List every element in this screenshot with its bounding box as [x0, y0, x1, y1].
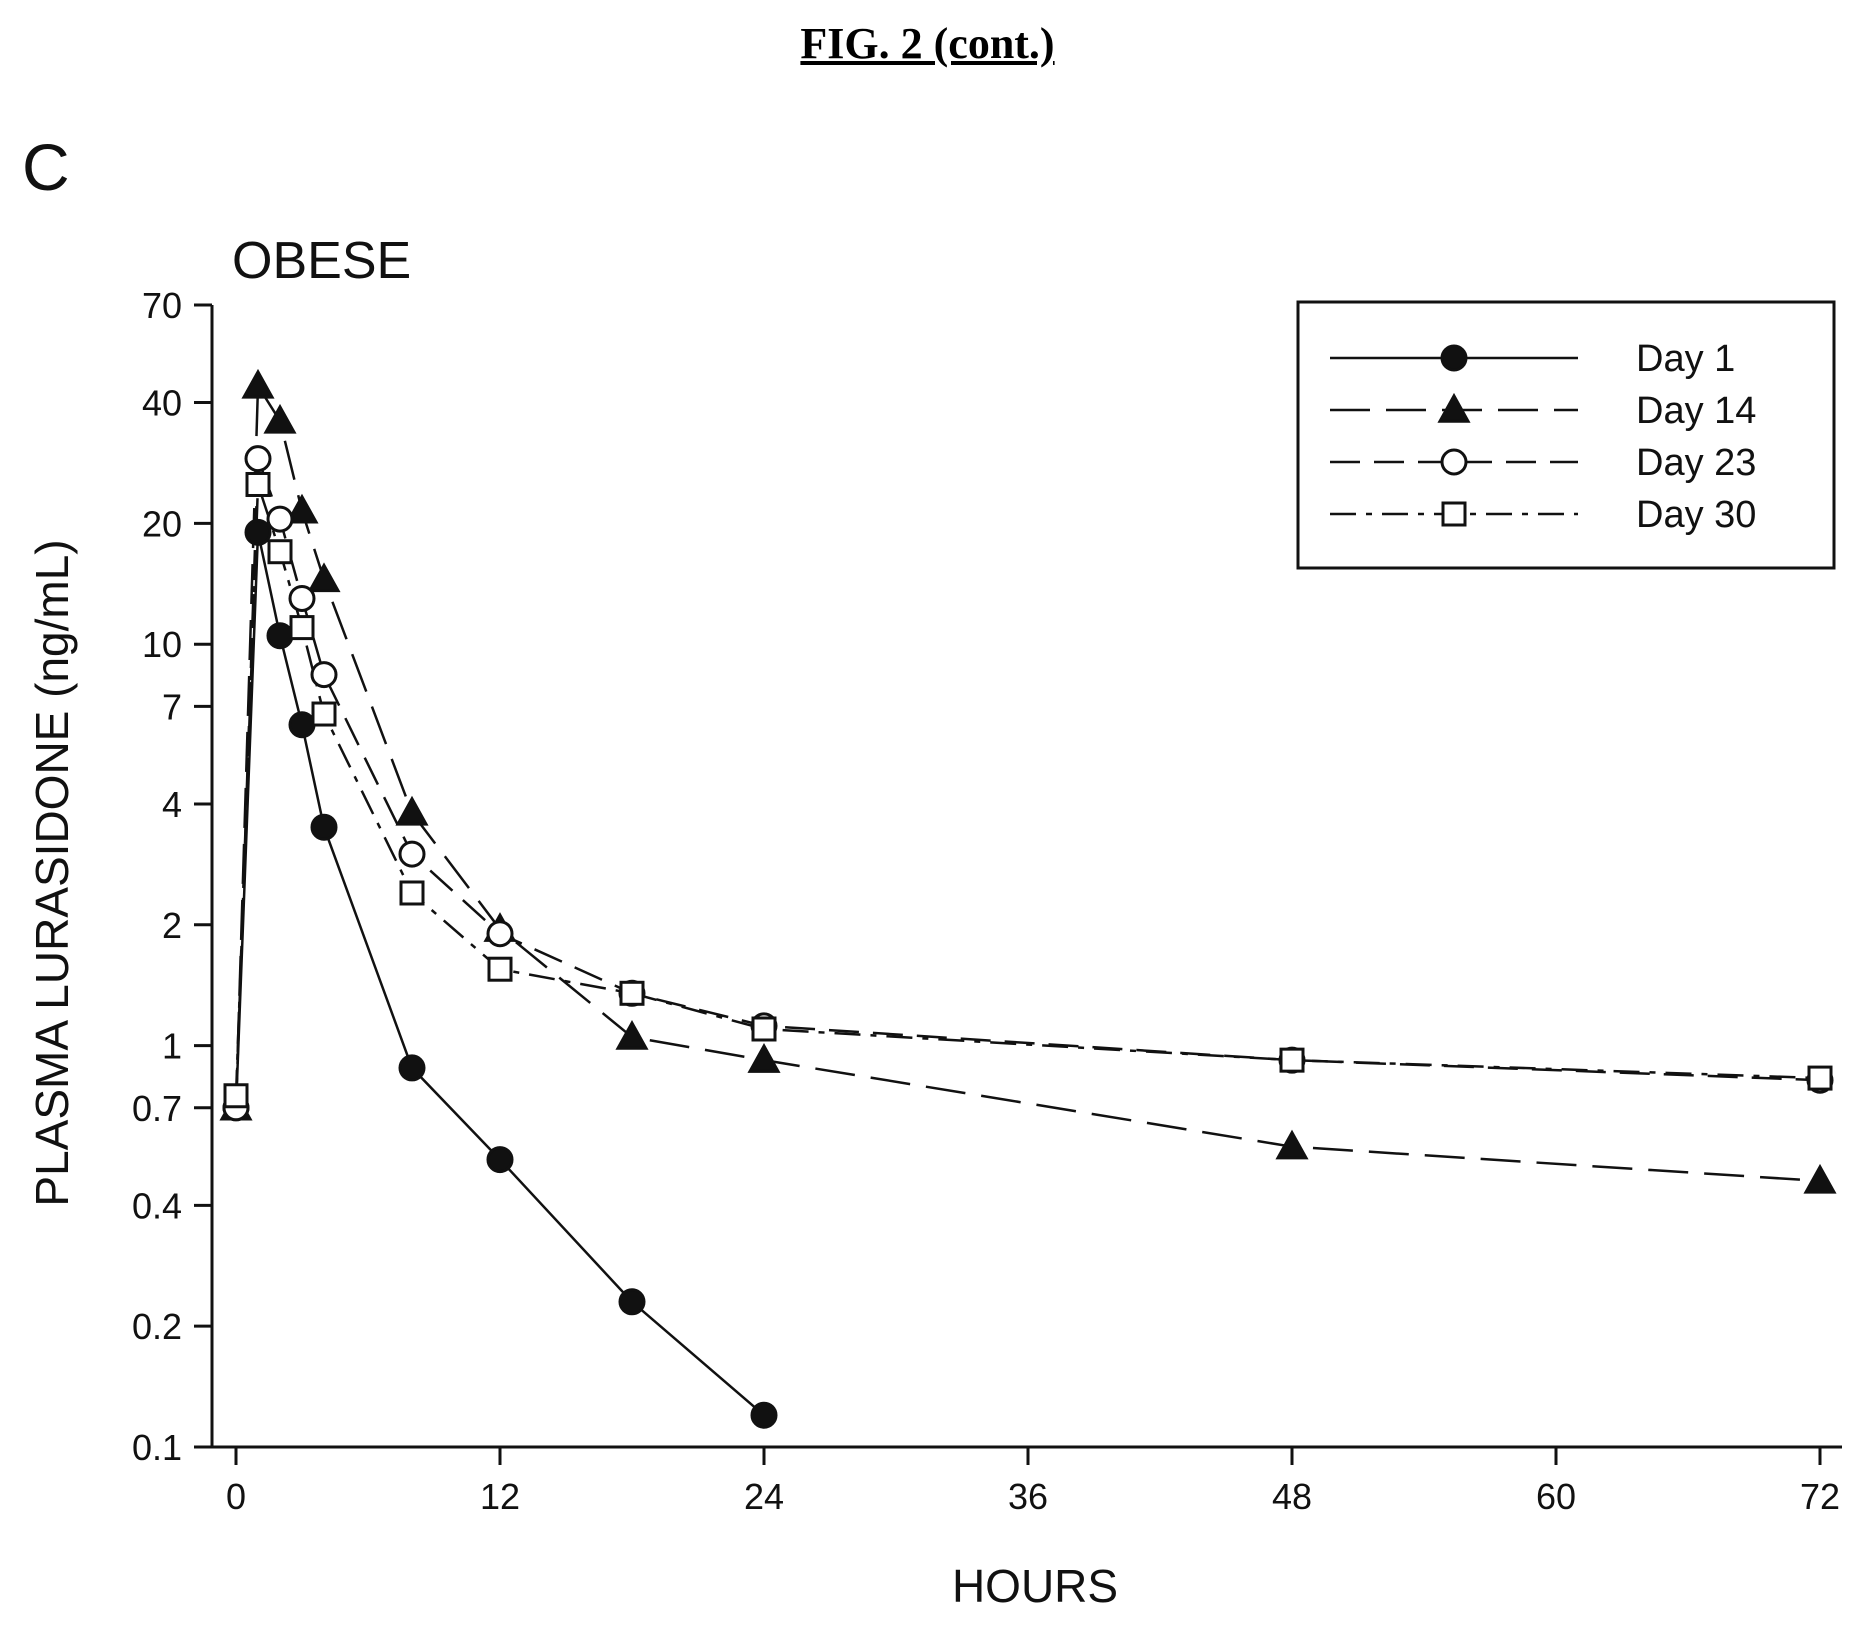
series-markers-day-14 — [219, 368, 1837, 1194]
y-tick-label: 0.2 — [132, 1306, 182, 1347]
legend-marker — [1440, 448, 1468, 476]
figure-title: FIG. 2 (cont.) — [800, 19, 1055, 68]
x-tick-label: 36 — [1008, 1476, 1048, 1517]
series-markers-day-30 — [223, 471, 1833, 1109]
y-ticks: 0.1 0.2 0.4 0.7 1 2 4 7 10 20 40 70 — [132, 285, 212, 1468]
legend-entry: Day 23 — [1330, 442, 1756, 484]
x-tick-label: 0 — [226, 1476, 246, 1517]
data-point — [398, 1054, 426, 1082]
legend-entry: Day 14 — [1330, 390, 1756, 432]
data-point — [1807, 1065, 1833, 1091]
x-tick-label: 72 — [1800, 1476, 1840, 1517]
x-ticks: 0 12 24 36 48 60 72 — [226, 1447, 1840, 1517]
data-point — [288, 711, 316, 739]
y-tick-label: 7 — [162, 686, 182, 727]
series-line-day-30 — [234, 484, 1821, 1096]
x-tick-label: 60 — [1536, 1476, 1576, 1517]
legend: Day 1 Day 14 Day 23 Day 30 — [1296, 300, 1836, 570]
data-point — [619, 980, 645, 1006]
legend-label: Day 23 — [1636, 442, 1756, 484]
data-point — [486, 920, 514, 948]
y-tick-label: 40 — [142, 383, 182, 424]
x-tick-label: 24 — [744, 1476, 784, 1517]
data-point — [398, 840, 426, 868]
x-tick-label: 12 — [480, 1476, 520, 1517]
data-point — [263, 403, 297, 434]
data-point — [307, 562, 341, 593]
legend-marker — [1441, 501, 1467, 527]
chart-subtitle: OBESE — [232, 232, 411, 290]
series-markers-day-1 — [222, 518, 778, 1429]
y-tick-label: 10 — [142, 624, 182, 665]
y-tick-label: 0.1 — [132, 1427, 182, 1468]
data-point — [266, 622, 294, 650]
data-point — [311, 701, 337, 727]
y-tick-label: 4 — [162, 784, 182, 825]
data-point — [244, 445, 272, 473]
data-point — [289, 615, 315, 641]
data-point — [241, 368, 275, 399]
legend-marker — [1437, 392, 1471, 423]
y-tick-label: 0.4 — [132, 1185, 182, 1226]
data-point — [223, 1083, 249, 1109]
legend-label: Day 30 — [1636, 494, 1756, 536]
data-point — [1803, 1163, 1837, 1194]
y-tick-label: 2 — [162, 905, 182, 946]
plot-area — [219, 368, 1837, 1429]
data-point — [244, 518, 272, 546]
data-point — [399, 880, 425, 906]
legend-entry: Day 30 — [1330, 494, 1756, 536]
data-point — [618, 1288, 646, 1316]
data-point — [487, 956, 513, 982]
x-axis-label: HOURS — [952, 1560, 1118, 1612]
data-point — [310, 813, 338, 841]
legend-marker — [1440, 344, 1468, 372]
data-point — [486, 1146, 514, 1174]
panel-label: C — [22, 130, 70, 204]
data-point — [285, 493, 319, 524]
y-tick-label: 1 — [162, 1026, 182, 1067]
y-tick-label: 0.7 — [132, 1088, 182, 1129]
y-tick-label: 70 — [142, 285, 182, 326]
x-tick-label: 48 — [1272, 1476, 1312, 1517]
data-point — [245, 471, 271, 497]
data-point — [751, 1016, 777, 1042]
data-point — [1275, 1129, 1309, 1160]
data-point — [266, 505, 294, 533]
data-point — [615, 1020, 649, 1050]
legend-label: Day 1 — [1636, 338, 1735, 380]
legend-entry: Day 1 — [1330, 338, 1735, 380]
data-point — [288, 584, 316, 612]
data-point — [395, 795, 429, 826]
data-point — [267, 539, 293, 565]
y-tick-label: 20 — [142, 503, 182, 544]
data-point — [747, 1043, 781, 1073]
y-axis-label: PLASMA LURASIDONE (ng/mL) — [26, 539, 78, 1206]
legend-label: Day 14 — [1636, 390, 1756, 432]
legend-box — [1296, 300, 1836, 570]
data-point — [750, 1401, 778, 1429]
data-point — [310, 661, 338, 689]
data-point — [1279, 1047, 1305, 1073]
